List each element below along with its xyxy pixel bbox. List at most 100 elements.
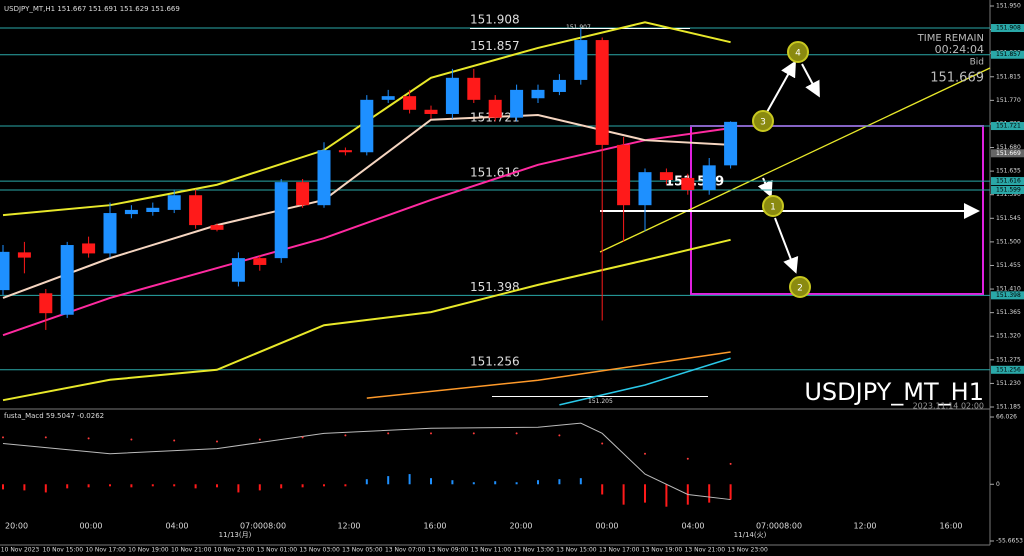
x-tick-label: 10 Nov 15:00 [43, 547, 84, 554]
macd-bar [451, 480, 454, 485]
annotation-label: 3 [760, 118, 766, 128]
macd-signal-dot [515, 432, 518, 435]
macd-bar [151, 484, 154, 487]
macd-tick-label: 66.026 [996, 414, 1017, 421]
time-label: 12:00 [337, 522, 360, 531]
candle-body [210, 225, 224, 230]
macd-bar [644, 484, 646, 503]
level-axis-label: 151.857 [996, 51, 1021, 58]
candle-body [403, 96, 417, 110]
y-tick-label: 151.590 [996, 191, 1021, 198]
y-tick-label: 151.230 [996, 380, 1021, 387]
macd-signal-dot [686, 457, 689, 460]
candle-body [82, 243, 96, 254]
level-axis-box [991, 291, 1024, 300]
candle-body [681, 177, 695, 190]
x-tick-label: 13 Nov 09:00 [428, 547, 469, 554]
level-label: 151.908 [470, 13, 520, 27]
y-tick-label: 151.635 [996, 168, 1021, 175]
macd-signal-dot [729, 462, 732, 465]
level-label: 151.857 [470, 39, 520, 53]
macd-bar [708, 484, 711, 503]
macd-bar [537, 480, 539, 485]
macd-signal-dot [472, 432, 475, 435]
macd-bar [665, 484, 668, 507]
y-tick-label: 151.545 [996, 215, 1021, 222]
macd-signal-dot [430, 432, 432, 435]
candle-body [381, 96, 395, 100]
indicator-line [2, 422, 731, 501]
bid-axis-box [991, 149, 1024, 158]
candle-body [274, 182, 288, 259]
marker-label: 151.205 [588, 398, 613, 405]
indicator-line [559, 357, 731, 406]
candle-body [60, 245, 74, 315]
candle-body [317, 150, 331, 206]
x-tick-label: 13 Nov 19:00 [642, 547, 683, 554]
macd-title: fusta_Macd 59.5047 -0.0262 [4, 412, 104, 420]
x-tick-label: 13 Nov 05:00 [342, 547, 383, 554]
annotation-label: 4 [795, 49, 801, 59]
candle-body [702, 165, 716, 190]
level-axis-box [991, 185, 1024, 194]
candle-body [424, 109, 438, 114]
y-tick-label: 151.365 [996, 309, 1021, 316]
macd-bar [387, 476, 390, 485]
macd-bar [237, 484, 240, 493]
candle-body [574, 40, 588, 80]
macd-bar [472, 482, 475, 485]
level-axis-box [991, 122, 1024, 131]
candle-body [231, 258, 245, 282]
time-remain-label: TIME REMAIN [917, 33, 984, 44]
time-label: 00:00 [79, 522, 102, 531]
macd-bar [430, 478, 432, 485]
bid-axis-label: 151.669 [996, 150, 1021, 157]
candle-body [617, 144, 631, 206]
candle-body [338, 150, 352, 153]
arrows [600, 60, 980, 274]
macd-bar [87, 484, 90, 488]
candle-body [103, 213, 117, 254]
y-tick-label: 151.320 [996, 333, 1021, 340]
macd-signal-dot [87, 437, 90, 440]
x-tick-label: 10 Nov 17:00 [85, 547, 126, 554]
indicator-line [2, 238, 731, 402]
macd-signal-dot [387, 432, 390, 435]
candle-body [124, 209, 138, 215]
macd-bar [194, 484, 197, 489]
candle-body [189, 195, 203, 226]
bid: 151.669 [930, 71, 984, 86]
y-tick-label: 151.815 [996, 73, 1021, 80]
macd-bar [216, 484, 218, 488]
macd-signal-dot [558, 434, 561, 437]
trend-line [599, 67, 991, 253]
macd-bar [365, 479, 368, 485]
level-label: 151.256 [470, 354, 520, 368]
marker-label: 151.907 [566, 24, 591, 31]
time-label: 07:0008:00 [240, 522, 286, 531]
level-axis-label: 151.256 [996, 366, 1021, 373]
level-axis-box [991, 177, 1024, 186]
level-axis-label: 151.599 [996, 186, 1021, 193]
time-label: 04:00 [165, 522, 188, 531]
candle-body [595, 40, 609, 145]
macd-signal-dot [601, 442, 604, 445]
x-tick-label: 10 Nov 23:00 [214, 547, 255, 554]
y-tick-label: 151.455 [996, 262, 1021, 269]
x-tick-label: 13 Nov 17:00 [599, 547, 640, 554]
indicator-line [2, 114, 731, 299]
macd-bar [558, 479, 561, 485]
macd-bar [622, 484, 625, 505]
candle-body [488, 99, 502, 118]
macd-tick-label: 0 [996, 481, 1000, 488]
candle-body [467, 77, 481, 100]
candle-body [552, 79, 566, 92]
level-axis-label: 151.616 [996, 178, 1021, 185]
y-tick-label: 151.770 [996, 97, 1021, 104]
macd-bar [408, 474, 411, 485]
date-label: 11/13(月) [219, 531, 252, 539]
macd-tick-label: -55.6653 [996, 538, 1023, 545]
candle-body [531, 89, 545, 99]
time-label: 12:00 [853, 522, 876, 531]
